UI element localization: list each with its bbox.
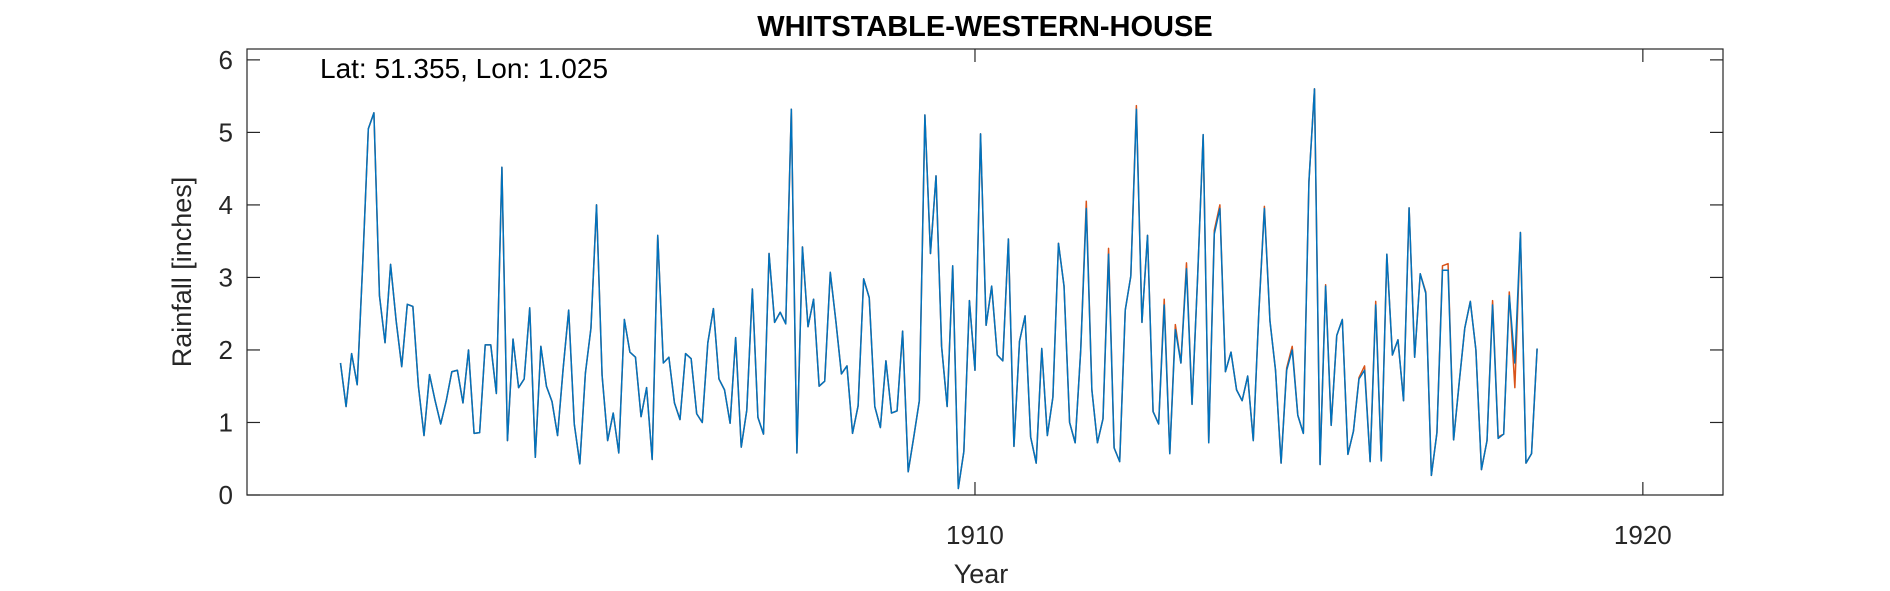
x-tick-label: 1920: [1614, 520, 1672, 550]
y-tick-label: 2: [219, 335, 233, 365]
y-axis: 0 1 2 3 4 5 6: [219, 45, 1723, 510]
y-axis-label: Rainfall [inches]: [167, 177, 197, 368]
y-tick-label: 0: [219, 480, 233, 510]
y-tick-label: 3: [219, 262, 233, 292]
chart-title: WHITSTABLE-WESTERN-HOUSE: [757, 11, 1212, 43]
location-annotation: Lat: 51.355, Lon: 1.025: [320, 53, 608, 84]
x-axis-label: Year: [954, 559, 1009, 589]
y-tick-label: 1: [219, 407, 233, 437]
y-tick-label: 5: [219, 117, 233, 147]
plot-frame: [246, 48, 1724, 496]
x-tick-label: 1910: [946, 520, 1004, 550]
y-tick-label: 6: [219, 45, 233, 75]
series-layer: [339, 88, 1538, 490]
y-tick-label: 4: [219, 190, 233, 220]
series-line-2: [339, 88, 1538, 490]
x-axis: 1910 1920: [946, 49, 1672, 550]
